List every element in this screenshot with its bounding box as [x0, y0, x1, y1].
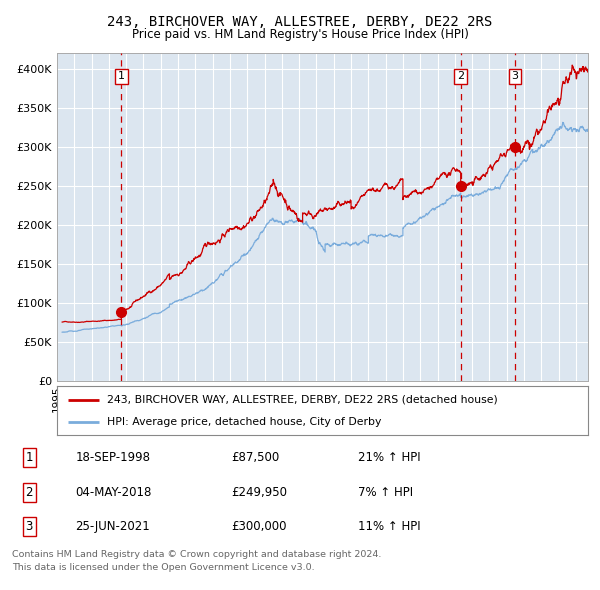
Text: 3: 3 — [26, 520, 33, 533]
Text: 2: 2 — [26, 486, 33, 499]
Text: 2: 2 — [457, 71, 464, 81]
Text: 3: 3 — [512, 71, 518, 81]
Text: 7% ↑ HPI: 7% ↑ HPI — [358, 486, 413, 499]
Text: 25-JUN-2021: 25-JUN-2021 — [76, 520, 150, 533]
Text: Contains HM Land Registry data © Crown copyright and database right 2024.: Contains HM Land Registry data © Crown c… — [12, 550, 382, 559]
Text: 11% ↑ HPI: 11% ↑ HPI — [358, 520, 420, 533]
Text: £87,500: £87,500 — [231, 451, 279, 464]
Text: 21% ↑ HPI: 21% ↑ HPI — [358, 451, 420, 464]
Text: This data is licensed under the Open Government Licence v3.0.: This data is licensed under the Open Gov… — [12, 563, 314, 572]
Text: 1: 1 — [26, 451, 33, 464]
Text: £300,000: £300,000 — [231, 520, 286, 533]
Text: Price paid vs. HM Land Registry's House Price Index (HPI): Price paid vs. HM Land Registry's House … — [131, 28, 469, 41]
Text: 243, BIRCHOVER WAY, ALLESTREE, DERBY, DE22 2RS (detached house): 243, BIRCHOVER WAY, ALLESTREE, DERBY, DE… — [107, 395, 498, 405]
Text: HPI: Average price, detached house, City of Derby: HPI: Average price, detached house, City… — [107, 417, 382, 427]
Text: 243, BIRCHOVER WAY, ALLESTREE, DERBY, DE22 2RS: 243, BIRCHOVER WAY, ALLESTREE, DERBY, DE… — [107, 15, 493, 29]
Text: 04-MAY-2018: 04-MAY-2018 — [76, 486, 152, 499]
Text: 18-SEP-1998: 18-SEP-1998 — [76, 451, 151, 464]
Text: 1: 1 — [118, 71, 125, 81]
Text: £249,950: £249,950 — [231, 486, 287, 499]
